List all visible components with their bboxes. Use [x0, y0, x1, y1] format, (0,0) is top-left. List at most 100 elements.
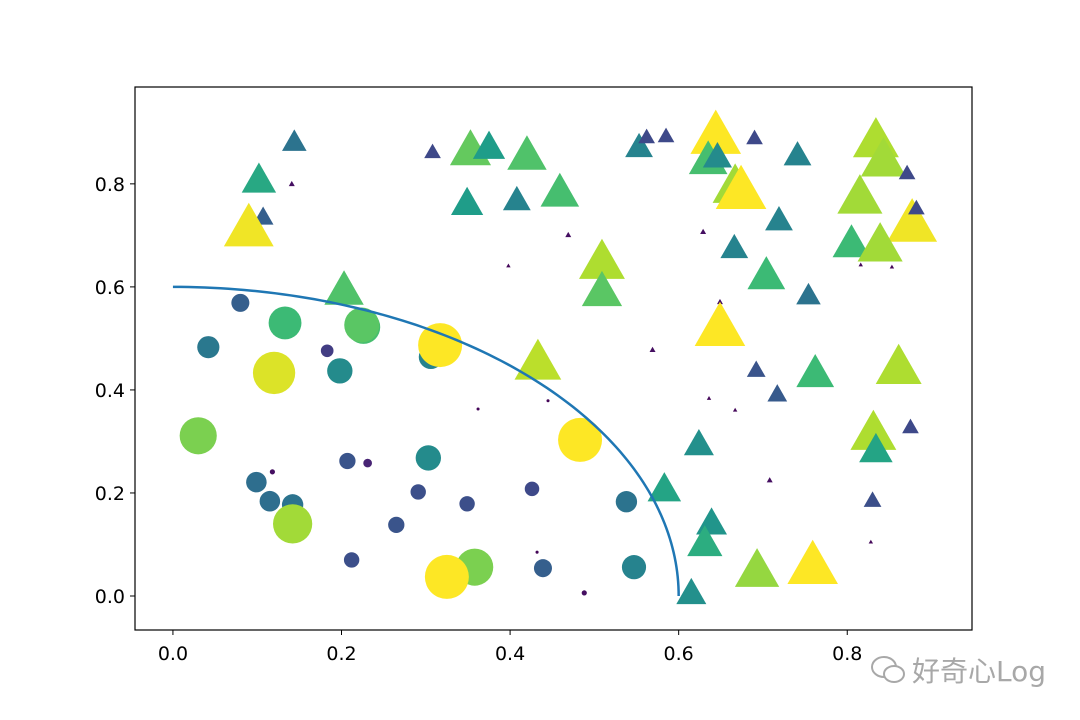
circle-point — [424, 554, 469, 599]
triangle-point — [875, 343, 922, 384]
circle-point — [615, 491, 638, 513]
triangle-point — [787, 539, 838, 585]
y-tick-label: 0.6 — [95, 277, 125, 299]
triangle-point — [720, 233, 749, 259]
triangle-point — [796, 354, 835, 388]
triangle-point — [288, 180, 295, 187]
triangle-point — [702, 141, 733, 168]
circle-point — [418, 323, 463, 368]
circle-point — [327, 358, 353, 384]
x-tick-label: 0.8 — [832, 643, 862, 665]
y-tick-label: 0.2 — [95, 483, 125, 505]
circle-point — [344, 307, 380, 343]
watermark: 好奇心Log — [870, 650, 1046, 690]
arc-line — [172, 285, 680, 597]
axes-frame — [134, 86, 973, 631]
triangle-point — [765, 206, 793, 231]
circle-point — [259, 490, 281, 512]
triangle-point — [540, 172, 580, 207]
triangle-point — [282, 129, 307, 151]
triangle-point — [657, 127, 675, 143]
triangle-point — [850, 409, 897, 450]
circle-point — [524, 481, 540, 497]
circle-point — [581, 590, 587, 596]
triangle-point — [889, 264, 895, 269]
y-tick-label: 0.8 — [95, 174, 125, 196]
triangle-point — [858, 262, 863, 267]
triangle-point — [638, 128, 655, 144]
triangle-point — [832, 224, 871, 258]
triangle-point — [502, 185, 531, 211]
triangle-point — [796, 282, 821, 305]
triangle-point — [746, 129, 763, 145]
triangle-point — [506, 263, 511, 268]
triangle-point — [887, 198, 938, 242]
circle-point — [621, 555, 647, 580]
triangle-point — [734, 548, 780, 587]
triangle-point — [747, 256, 786, 290]
circle-point — [179, 417, 217, 455]
triangle-point — [857, 222, 903, 262]
triangle-point — [565, 231, 572, 238]
triangle-point — [908, 199, 925, 215]
circle-point — [343, 552, 360, 568]
x-tick-label: 0.4 — [495, 643, 525, 665]
circle-point — [273, 504, 313, 544]
x-tick-label: 0.6 — [664, 643, 694, 665]
triangle-point — [860, 137, 907, 177]
circle-point — [231, 293, 250, 312]
triangle-point — [472, 130, 506, 159]
triangle-point — [676, 577, 707, 605]
circle-point — [268, 306, 302, 340]
y-tick-label: 0.4 — [95, 380, 125, 402]
x-tick-label: 0.2 — [326, 643, 356, 665]
triangle-point — [837, 174, 883, 214]
circle-point — [320, 344, 334, 358]
circle-point — [533, 559, 552, 578]
triangle-point — [715, 164, 767, 210]
triangle-point — [507, 135, 547, 170]
triangle-point — [450, 186, 484, 216]
triangle-point — [683, 428, 714, 456]
circle-point — [363, 458, 372, 468]
triangle-point — [746, 360, 766, 377]
circle-point — [252, 351, 296, 395]
circle-point — [388, 516, 405, 534]
triangle-point — [647, 472, 682, 502]
circle-point — [459, 496, 475, 512]
triangle-point — [700, 228, 707, 235]
triangle-point — [687, 525, 723, 557]
triangle-point — [581, 270, 623, 307]
circle-point — [415, 445, 442, 471]
circle-point — [269, 469, 275, 475]
circle-point — [197, 336, 220, 359]
y-tick-label: 0.0 — [95, 586, 125, 608]
triangle-point — [694, 301, 746, 347]
triangle-point — [767, 384, 788, 402]
triangle-point — [868, 539, 874, 544]
circle-point — [558, 417, 603, 462]
triangle-point — [706, 395, 712, 400]
watermark-text: 好奇心Log — [912, 655, 1047, 688]
circle-point — [476, 407, 480, 411]
triangle-point — [690, 109, 742, 154]
triangle-point — [716, 298, 723, 305]
triangle-point — [902, 418, 919, 434]
circle-point — [546, 399, 550, 403]
triangle-point — [859, 432, 893, 463]
circle-point — [339, 452, 356, 470]
x-tick-label: 0.0 — [158, 643, 188, 665]
triangle-point — [898, 164, 916, 180]
triangle-point — [424, 143, 441, 159]
triangle-point — [649, 346, 656, 352]
triangle-point — [783, 141, 812, 166]
triangle-point — [241, 162, 277, 193]
triangle-point — [223, 202, 274, 247]
triangle-point — [696, 507, 728, 535]
wechat-icon — [870, 655, 906, 685]
triangle-point — [766, 477, 773, 483]
triangle-point — [579, 238, 625, 279]
triangle-point — [863, 491, 882, 507]
circle-point — [535, 550, 539, 554]
